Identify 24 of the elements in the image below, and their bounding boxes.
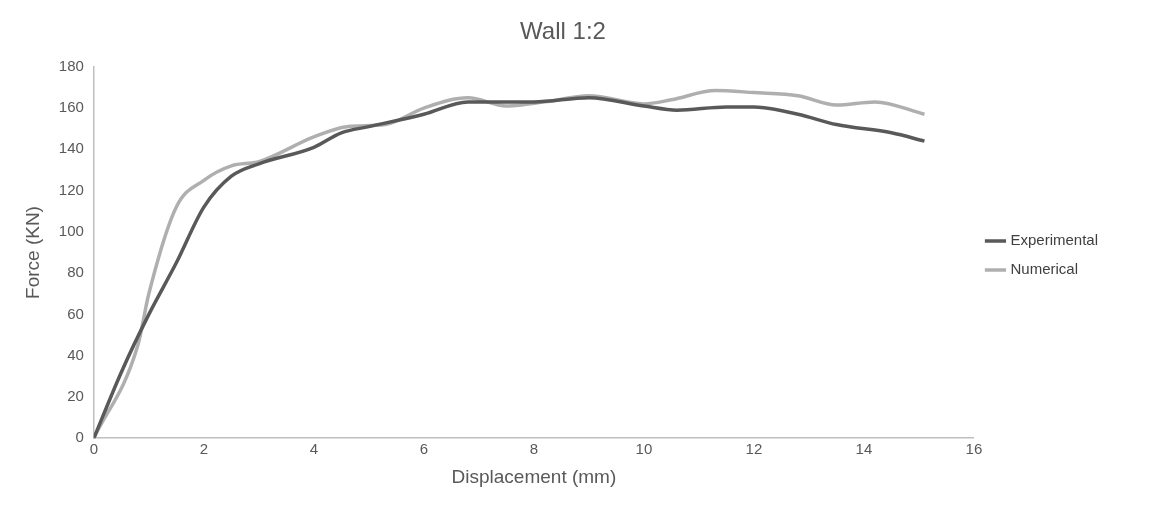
x-tick-label: 12 — [745, 440, 763, 458]
y-tick-label: 0 — [75, 428, 84, 446]
x-axis-title: Displacement (mm) — [451, 465, 617, 487]
y-axis-title: Force (KN) — [21, 206, 43, 299]
x-tick-label: 6 — [419, 440, 429, 458]
x-tick-label: 2 — [199, 440, 209, 458]
x-tick-label: 10 — [635, 440, 653, 458]
x-tick-label: 8 — [529, 440, 539, 458]
x-tick-label: 16 — [965, 440, 983, 458]
y-tick-label: 60 — [67, 304, 84, 322]
y-tick-label: 100 — [58, 222, 84, 240]
y-tick-label: 80 — [67, 263, 84, 281]
y-tick-label: 40 — [67, 345, 84, 363]
chart-title: Wall 1:2 — [520, 17, 606, 45]
y-tick-label: 20 — [67, 387, 84, 405]
y-tick-label: 140 — [58, 139, 84, 157]
y-tick-label: 160 — [58, 98, 84, 116]
y-tick-label: 120 — [58, 180, 84, 198]
legend-label: Numerical — [1010, 260, 1078, 278]
y-tick-label: 180 — [58, 56, 84, 74]
x-tick-label: 14 — [855, 440, 873, 458]
legend-label: Experimental — [1010, 231, 1099, 249]
x-tick-label: 4 — [309, 440, 319, 458]
x-tick-label: 0 — [89, 440, 98, 458]
